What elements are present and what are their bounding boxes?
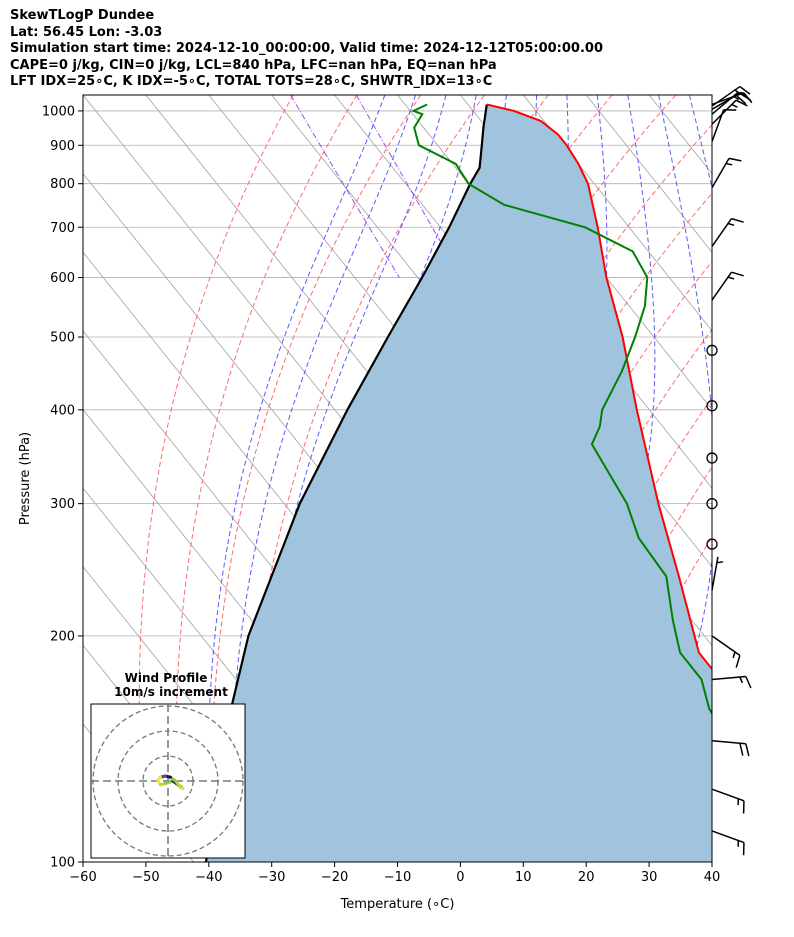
wind-barb xyxy=(706,400,718,412)
mixing-ratio-line xyxy=(355,95,462,278)
wind-barb xyxy=(711,830,745,856)
y-tick-label: 200 xyxy=(50,629,75,644)
barb-shaft xyxy=(711,556,719,591)
parcel-profile-line xyxy=(204,104,488,862)
barb-half-flag xyxy=(739,676,744,684)
barb-half-flag xyxy=(732,651,736,659)
dewpoint-profile-line xyxy=(410,103,712,716)
y-tick-label: 600 xyxy=(50,271,75,286)
wind-barb xyxy=(711,675,752,689)
barb-flag xyxy=(735,94,747,105)
indices-line: LFT IDX=25∘C, K IDX=-5∘C, TOTAL TOTS=28∘… xyxy=(10,74,493,89)
inset-title: Wind Profile xyxy=(125,671,208,685)
barb-flag xyxy=(739,743,744,756)
y-tick-label: 800 xyxy=(50,177,75,192)
wind-barb xyxy=(711,91,752,110)
wind-barb xyxy=(706,538,718,550)
calm-wind-circle xyxy=(706,400,718,412)
x-axis-label: Temperature (∘C) xyxy=(340,897,455,912)
barb-shaft xyxy=(711,740,746,745)
moist-adiabat-line xyxy=(230,95,416,847)
barb-half-flag xyxy=(725,162,733,166)
isotherm-line xyxy=(585,95,712,253)
wind-barb xyxy=(706,344,718,356)
wind-barb xyxy=(711,108,737,142)
barb-shaft xyxy=(711,788,745,802)
barb-flag xyxy=(731,217,744,223)
wind-barb xyxy=(711,740,750,757)
barb-flag xyxy=(735,99,748,107)
x-tick-label: −40 xyxy=(195,870,222,885)
wind-barb xyxy=(706,452,718,464)
wind-barb xyxy=(711,271,744,301)
wind-barb xyxy=(711,91,750,115)
y-tick-label: 500 xyxy=(50,331,75,346)
y-tick-label: 300 xyxy=(50,497,75,512)
x-tick-label: 30 xyxy=(641,870,658,885)
x-tick-label: −50 xyxy=(132,870,159,885)
barb-flag xyxy=(731,271,744,277)
calm-wind-circle xyxy=(706,497,718,510)
moist-adiabat-line xyxy=(207,95,386,847)
x-tick-label: −30 xyxy=(258,870,285,885)
wind-barb xyxy=(711,635,741,668)
barb-flag xyxy=(739,85,751,95)
barb-flag xyxy=(745,743,750,757)
x-tick-label: 10 xyxy=(515,870,532,885)
cape-line: CAPE=0 j/kg, CIN=0 j/kg, LCL=840 hPa, LF… xyxy=(10,57,497,73)
barb-flag xyxy=(728,157,742,162)
x-tick-label: 0 xyxy=(456,870,464,885)
x-tick-label: −60 xyxy=(69,870,96,885)
x-tick-label: 40 xyxy=(704,870,721,885)
barb-shaft xyxy=(711,635,741,657)
inset-subtitle: 10m/s increment xyxy=(114,685,228,699)
barb-shaft xyxy=(711,830,745,844)
chart-header: SkewTLogP Dundee Lat: 56.45 Lon: -3.03 S… xyxy=(10,8,603,91)
barb-shaft xyxy=(711,271,733,301)
barb-shaft xyxy=(711,218,733,247)
x-tick-label: −10 xyxy=(384,870,411,885)
y-axis-label: Pressure (hPa) xyxy=(18,432,33,525)
barb-half-flag xyxy=(727,276,735,280)
wind-barb xyxy=(706,497,718,510)
barb-half-flag xyxy=(716,561,724,564)
hodograph-segment xyxy=(156,775,162,782)
temperature-profile-line xyxy=(486,103,712,671)
barb-shaft xyxy=(711,157,730,189)
calm-wind-circle xyxy=(706,538,718,550)
isotherm-line xyxy=(711,95,712,96)
chart-title: SkewTLogP Dundee xyxy=(10,8,155,23)
wind-barb xyxy=(711,157,742,189)
isotherm-line xyxy=(522,95,712,332)
wind-barb xyxy=(711,556,724,591)
y-tick-label: 700 xyxy=(50,221,75,236)
wind-barb xyxy=(711,217,744,247)
calm-wind-circle xyxy=(706,452,718,464)
wind-profile-inset xyxy=(90,703,246,859)
barb-flag xyxy=(735,655,741,668)
barb-half-flag xyxy=(733,95,740,101)
barb-shaft xyxy=(711,109,725,142)
calm-wind-circle xyxy=(706,344,718,356)
plot-area xyxy=(83,95,712,862)
barb-half-flag xyxy=(727,222,735,227)
y-tick-label: 400 xyxy=(50,403,75,418)
y-tick-label: 900 xyxy=(50,139,75,154)
x-tick-label: 20 xyxy=(578,870,595,885)
cin-cape-shading xyxy=(206,104,712,862)
barb-flag xyxy=(745,676,752,689)
barb-half-flag xyxy=(731,103,738,108)
y-tick-label: 1000 xyxy=(42,104,75,119)
x-tick-label: −20 xyxy=(321,870,348,885)
y-tick-label: 100 xyxy=(50,856,75,871)
time-line: Simulation start time: 2024-12-10_00:00:… xyxy=(10,41,603,56)
location-line: Lat: 56.45 Lon: -3.03 xyxy=(10,24,163,40)
wind-barb xyxy=(711,99,748,125)
barb-flag xyxy=(737,91,750,100)
wind-barb xyxy=(711,788,745,814)
mixing-ratio-line xyxy=(290,95,400,278)
